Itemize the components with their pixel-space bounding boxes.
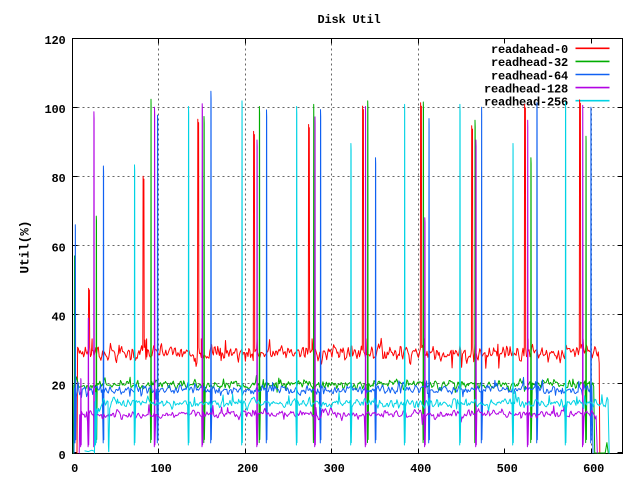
svg-text:200: 200 bbox=[237, 462, 258, 476]
svg-text:80: 80 bbox=[51, 172, 65, 186]
svg-text:0: 0 bbox=[71, 462, 78, 476]
svg-text:20: 20 bbox=[51, 380, 65, 394]
svg-text:100: 100 bbox=[151, 462, 172, 476]
svg-text:600: 600 bbox=[583, 462, 604, 476]
svg-text:Util(%): Util(%) bbox=[18, 221, 32, 274]
svg-text:0: 0 bbox=[58, 449, 65, 463]
svg-text:120: 120 bbox=[44, 34, 65, 48]
svg-text:500: 500 bbox=[497, 462, 518, 476]
svg-text:300: 300 bbox=[324, 462, 345, 476]
svg-text:60: 60 bbox=[51, 241, 65, 255]
svg-text:400: 400 bbox=[410, 462, 431, 476]
svg-text:readhead-256: readhead-256 bbox=[484, 96, 568, 110]
svg-text:readhead-32: readhead-32 bbox=[491, 56, 568, 70]
svg-text:readhead-64: readhead-64 bbox=[491, 69, 568, 83]
svg-text:100: 100 bbox=[44, 103, 65, 117]
svg-text:readahead-0: readahead-0 bbox=[491, 43, 568, 57]
svg-text:40: 40 bbox=[51, 311, 65, 325]
svg-text:Disk Util: Disk Util bbox=[317, 13, 380, 27]
svg-text:readhead-128: readhead-128 bbox=[484, 82, 568, 96]
